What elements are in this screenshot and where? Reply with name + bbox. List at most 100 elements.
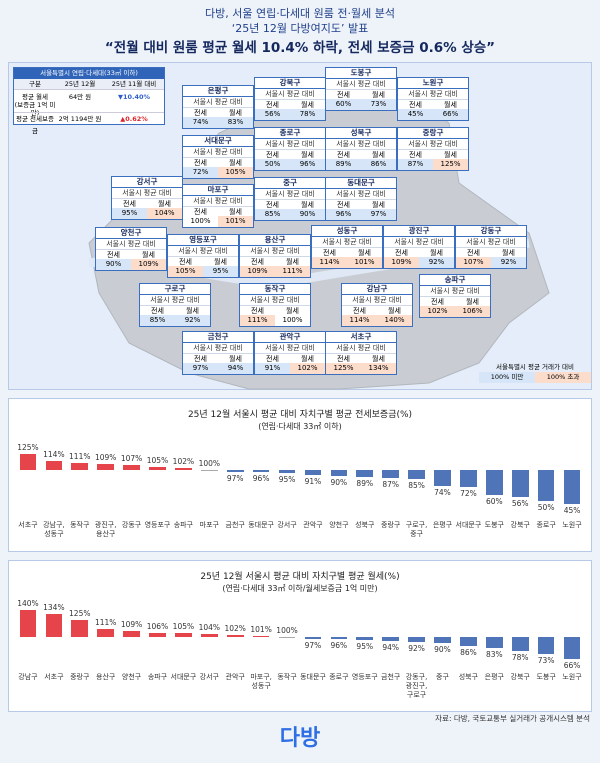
col-label: 전세 (255, 149, 290, 159)
bar (19, 454, 37, 470)
bar (123, 465, 140, 470)
district-box: 은평구 서울시 평균 대비 전세 월세 74% 83% (182, 85, 254, 129)
value-label: 89% (356, 478, 374, 488)
x-tick-label: 동대문구 (248, 521, 274, 529)
jeonse-value: 45% (398, 109, 433, 120)
x-tick-label: 송파구 (173, 521, 194, 529)
col-label: 월세 (361, 353, 396, 363)
summary-header: 구분 (14, 79, 56, 89)
jeonse-value: 87% (398, 159, 433, 170)
district-name: 강동구 (456, 226, 526, 237)
x-tick-label: 도봉구 (484, 521, 504, 529)
bar (304, 469, 322, 476)
district-name: 은평구 (183, 86, 253, 97)
jeonse-value: 100% (183, 216, 218, 227)
x-tick-label: 노원구 (562, 521, 582, 529)
jeonse-value: 74% (183, 117, 218, 128)
district-name: 동대문구 (326, 178, 396, 189)
district-name: 강북구 (255, 78, 325, 89)
x-tick-label: 강북구 (510, 673, 530, 681)
col-label: 전세 (398, 149, 433, 159)
headline: “전월 대비 원룸 평균 월세 10.4% 하락, 전세 보증금 0.6% 상승… (104, 40, 496, 56)
x-tick-label: 강서구 (199, 673, 219, 681)
logo: 다방 (279, 726, 321, 751)
col-label: 전세 (183, 157, 218, 167)
wolse-value: 102% (290, 363, 325, 374)
box-subtitle: 서울시 평균 대비 (193, 344, 243, 352)
x-tick-label: 성북구 (458, 673, 479, 681)
x-tick-label: 서초구 (18, 521, 38, 529)
box-subtitle: 서울시 평균 대비 (336, 140, 386, 148)
wolse-value: 92% (175, 315, 210, 326)
value-label: 134% (43, 603, 65, 613)
box-subtitle: 서울시 평균 대비 (394, 238, 444, 246)
x-tick-label: 광진구, 용산구 (94, 521, 117, 538)
bar (563, 469, 581, 504)
district-name: 용산구 (240, 235, 310, 246)
district-box: 강서구 서울시 평균 대비 전세 월세 95% 104% (111, 176, 183, 220)
bar (460, 469, 477, 488)
bar (460, 636, 477, 646)
district-name: 금천구 (183, 332, 253, 343)
wolse-value: 83% (218, 117, 253, 128)
bar (330, 636, 348, 640)
legend-title: 서울특별시 평균 거래가 대비 (496, 363, 574, 371)
jeonse-value: 89% (326, 159, 361, 170)
bar (201, 469, 218, 471)
col-label: 월세 (433, 99, 468, 109)
col-label: 전세 (255, 353, 290, 363)
box-subtitle: 서울시 평균 대비 (336, 190, 386, 198)
bar (149, 632, 166, 637)
district-box: 용산구 서울시 평균 대비 전세 월세 109% 111% (239, 234, 311, 278)
value-label: 92% (408, 643, 425, 653)
x-tick-label: 은평구 (432, 521, 453, 529)
col-label: 월세 (361, 89, 396, 99)
district-name: 성동구 (312, 226, 382, 237)
chart-title: 25년 12월 서울시 평균 대비 자치구별 평균 전세보증금(%) (187, 410, 413, 420)
district-box: 서대문구 서울시 평균 대비 전세 월세 72% 105% (182, 135, 254, 179)
value-label: 105% (172, 622, 195, 632)
col-label: 전세 (384, 247, 419, 257)
value-label: 83% (485, 649, 503, 659)
wolse-value: 104% (147, 208, 182, 219)
col-label: 전세 (240, 256, 275, 266)
col-label: 월세 (131, 249, 166, 259)
value-label: 85% (408, 481, 425, 490)
jeonse-value: 109% (240, 266, 275, 277)
x-tick-label: 도봉구 (536, 673, 556, 681)
col-label: 월세 (218, 353, 253, 363)
x-tick-label: 강동구, 광진구, 구로구 (405, 673, 428, 699)
district-box: 마포구 서울시 평균 대비 전세 월세 100% 101% (182, 184, 254, 228)
value-label: 74% (434, 487, 451, 497)
value-label: 45% (563, 505, 581, 515)
jeonse-value: 105% (168, 266, 203, 277)
x-tick-label: 중랑구 (381, 521, 401, 529)
district-box: 동작구 서울시 평균 대비 전세 월세 111% 100% (239, 283, 311, 327)
bar (278, 469, 296, 473)
box-subtitle: 서울시 평균 대비 (150, 296, 200, 304)
value-label: 102% (224, 624, 246, 634)
x-tick-label: 강남구 (18, 673, 38, 681)
col-label: 전세 (326, 199, 361, 209)
value-label: 96% (330, 641, 348, 651)
x-tick-label: 영등포구 (351, 673, 378, 681)
wolse-value: 66% (433, 109, 468, 120)
bar (45, 614, 63, 637)
district-name: 양천구 (96, 228, 166, 239)
jeonse-value: 85% (255, 209, 290, 220)
col-label: 전세 (168, 256, 203, 266)
district-box: 성동구 서울시 평균 대비 전세 월세 114% 101% (311, 225, 383, 269)
col-label: 전세 (456, 247, 491, 257)
bar (356, 469, 374, 477)
x-tick-label: 마포구, 성동구 (250, 673, 272, 690)
col-label: 전세 (326, 353, 361, 363)
jeonse-value: 96% (326, 209, 361, 220)
wolse-value: 134% (361, 363, 396, 374)
x-tick-label: 동작구 (277, 673, 297, 681)
bar (97, 629, 114, 637)
value-label: 109% (120, 619, 143, 629)
value-label: 107% (120, 454, 143, 464)
jeonse-value: 114% (312, 257, 347, 268)
x-tick-label: 강서구 (277, 521, 297, 529)
col-label: 전세 (112, 198, 147, 208)
